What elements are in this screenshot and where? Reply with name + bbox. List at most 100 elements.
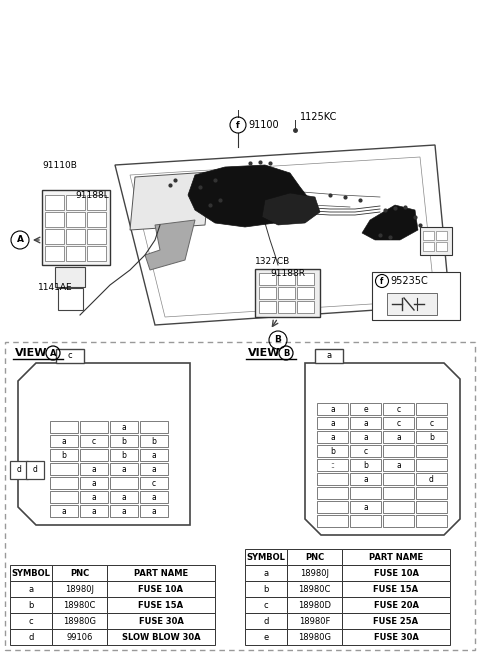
Text: c: c	[363, 447, 368, 455]
Text: SYMBOL: SYMBOL	[12, 569, 50, 578]
Text: d: d	[264, 616, 269, 626]
Text: FUSE 30A: FUSE 30A	[373, 633, 419, 641]
Text: a: a	[363, 502, 368, 512]
Text: FUSE 15A: FUSE 15A	[373, 584, 419, 593]
Bar	[66, 212, 85, 227]
Bar	[259, 273, 276, 285]
Bar	[278, 301, 295, 313]
Bar	[110, 449, 138, 461]
Bar	[110, 477, 138, 489]
Bar	[287, 613, 342, 629]
Text: 91188R: 91188R	[270, 269, 305, 278]
Text: a: a	[363, 419, 368, 428]
Text: f: f	[380, 276, 384, 286]
Bar	[87, 212, 106, 227]
Bar	[416, 487, 447, 499]
Bar	[416, 403, 447, 415]
Bar	[58, 288, 83, 310]
Bar	[423, 242, 434, 251]
Text: a: a	[121, 493, 126, 502]
Text: a: a	[330, 419, 335, 428]
Text: a: a	[396, 432, 401, 441]
Text: A: A	[50, 348, 56, 358]
Bar	[50, 435, 78, 447]
Text: 18980G: 18980G	[298, 633, 331, 641]
Text: a: a	[330, 405, 335, 413]
Text: ::: ::	[330, 460, 335, 470]
Text: PNC: PNC	[70, 569, 89, 578]
Bar	[55, 267, 85, 287]
Bar	[52, 597, 107, 613]
Text: 1125KC: 1125KC	[300, 112, 337, 122]
Bar	[287, 549, 342, 565]
Text: 18980C: 18980C	[298, 584, 331, 593]
Text: d: d	[33, 466, 37, 474]
Text: a: a	[92, 464, 96, 474]
Text: b: b	[152, 436, 156, 445]
Bar	[317, 445, 348, 457]
Text: a: a	[264, 569, 269, 578]
Bar	[387, 293, 437, 315]
Bar	[342, 565, 450, 581]
Text: a: a	[152, 451, 156, 460]
Text: a: a	[152, 506, 156, 515]
Text: 91188L: 91188L	[75, 191, 109, 200]
Text: a: a	[152, 464, 156, 474]
Polygon shape	[145, 220, 195, 270]
Bar	[416, 473, 447, 485]
Bar	[350, 403, 381, 415]
Bar	[350, 487, 381, 499]
Bar	[287, 597, 342, 613]
Bar	[50, 505, 78, 517]
Text: 18980C: 18980C	[63, 601, 96, 610]
Text: b: b	[121, 436, 126, 445]
Bar	[342, 597, 450, 613]
Bar	[383, 473, 414, 485]
Bar	[342, 613, 450, 629]
Text: a: a	[92, 493, 96, 502]
Bar	[80, 463, 108, 475]
Bar	[383, 515, 414, 527]
Bar	[317, 473, 348, 485]
Bar	[416, 459, 447, 471]
Bar	[80, 449, 108, 461]
Bar	[255, 269, 320, 317]
Text: FUSE 15A: FUSE 15A	[138, 601, 183, 610]
Bar	[140, 435, 168, 447]
Bar	[107, 565, 215, 581]
Bar	[278, 273, 295, 285]
Bar	[110, 505, 138, 517]
Text: b: b	[429, 432, 434, 441]
Text: 1141AE: 1141AE	[38, 282, 72, 291]
Text: c: c	[264, 601, 268, 610]
Bar	[66, 246, 85, 261]
Bar	[10, 565, 52, 581]
Polygon shape	[130, 172, 210, 230]
Bar	[420, 227, 452, 255]
Text: c: c	[92, 436, 96, 445]
Bar	[287, 565, 342, 581]
Bar	[56, 349, 84, 363]
Bar	[245, 629, 287, 645]
Bar	[110, 463, 138, 475]
Bar	[80, 435, 108, 447]
Bar	[10, 461, 28, 479]
Bar	[45, 229, 64, 244]
Text: a: a	[326, 352, 332, 360]
Text: a: a	[121, 422, 126, 432]
Bar	[87, 246, 106, 261]
Bar	[372, 272, 460, 320]
Text: b: b	[264, 584, 269, 593]
Bar	[10, 581, 52, 597]
Bar	[245, 597, 287, 613]
Bar	[245, 565, 287, 581]
Text: c: c	[29, 616, 33, 626]
Bar	[287, 629, 342, 645]
Text: a: a	[330, 432, 335, 441]
Text: VIEW: VIEW	[15, 348, 48, 358]
Text: a: a	[92, 479, 96, 487]
Bar	[342, 549, 450, 565]
Text: f: f	[236, 121, 240, 130]
Text: FUSE 20A: FUSE 20A	[373, 601, 419, 610]
Text: c: c	[430, 419, 433, 428]
